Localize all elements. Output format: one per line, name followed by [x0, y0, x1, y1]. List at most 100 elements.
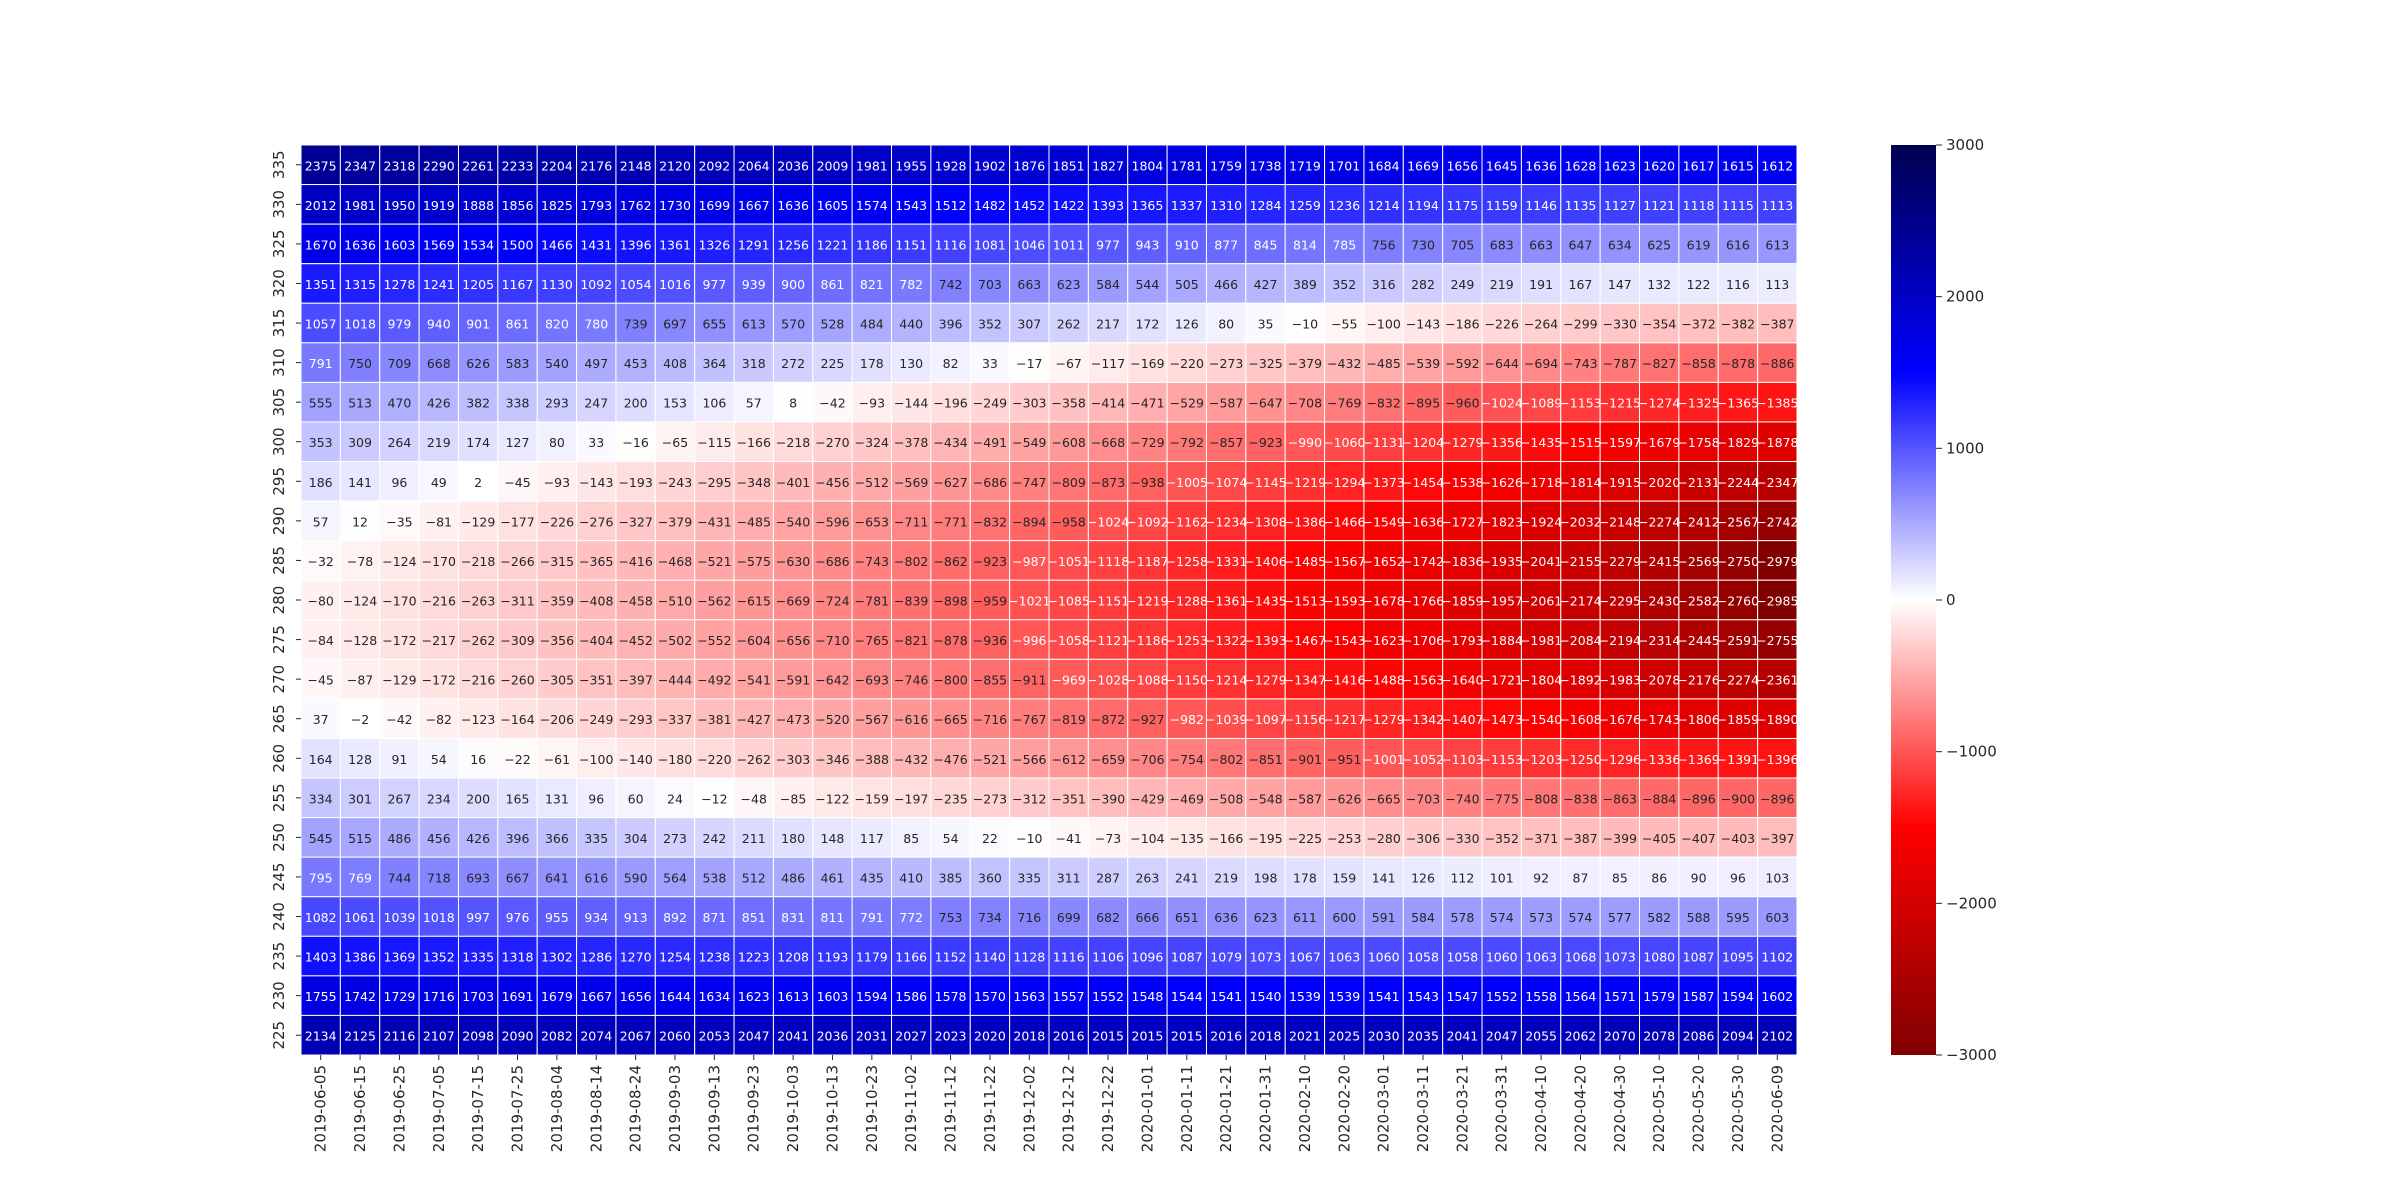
heatmap-cell: [536, 658, 578, 700]
heatmap-cell: [1678, 975, 1719, 1016]
cell-value-label: −1957: [1481, 594, 1523, 609]
cell-value-label: −235: [933, 791, 967, 806]
heatmap-cell: [930, 540, 971, 581]
cell-value-label: 1919: [423, 198, 455, 213]
y-tick-label: 225: [270, 1021, 288, 1050]
cell-value-label: −508: [1209, 791, 1243, 806]
heatmap-cell: [1717, 381, 1759, 423]
heatmap-cell: [1245, 461, 1286, 502]
cell-value-label: 1079: [1210, 950, 1242, 965]
x-tick-label: 2019-12-02: [1020, 1065, 1038, 1152]
heatmap-cell: [969, 500, 1011, 542]
heatmap-cell: [1481, 896, 1522, 937]
cell-value-label: −575: [737, 554, 771, 569]
cell-value-label: −1331: [1205, 554, 1247, 569]
cell-value-label: 1656: [1446, 158, 1478, 173]
cell-value-label: −895: [1406, 396, 1440, 411]
colorbar-tick-label: 2000: [1946, 288, 1984, 306]
cell-value-label: −1215: [1599, 396, 1641, 411]
heatmap-cell: [1520, 184, 1562, 225]
cell-value-label: 1827: [1092, 158, 1124, 173]
heatmap-cell: [615, 975, 656, 1016]
cell-value-label: 1613: [777, 989, 809, 1004]
heatmap-cell: [654, 1014, 696, 1056]
heatmap-cell: [1678, 500, 1719, 542]
heatmap-cell: [654, 302, 696, 344]
cell-value-label: −263: [461, 594, 495, 609]
cell-value-label: −886: [1760, 356, 1794, 371]
heatmap-cell: [1520, 737, 1562, 779]
cell-value-label: 1113: [1761, 198, 1793, 213]
heatmap-cell: [339, 223, 381, 265]
cell-value-label: 1623: [738, 989, 770, 1004]
x-tick-label: 2020-03-21: [1453, 1065, 1471, 1152]
cell-value-label: −273: [973, 791, 1007, 806]
cell-value-label: 49: [431, 475, 447, 490]
heatmap-cell: [300, 817, 341, 858]
cell-value-label: −1924: [1520, 514, 1562, 529]
heatmap-cell: [1678, 698, 1719, 739]
heatmap-cell: [1087, 342, 1129, 383]
cell-value-label: 470: [387, 396, 411, 411]
heatmap-cell: [969, 777, 1011, 819]
cell-value-label: 200: [466, 791, 490, 806]
cell-value-label: −591: [776, 673, 810, 688]
x-tick-label: 2019-10-23: [863, 1065, 881, 1152]
heatmap-cell: [1205, 975, 1247, 1016]
cell-value-label: 1804: [1132, 158, 1164, 173]
heatmap-cell: [891, 777, 932, 819]
cell-value-label: 1539: [1289, 989, 1321, 1004]
cell-value-label: 282: [1411, 277, 1435, 292]
cell-value-label: −1742: [1402, 554, 1444, 569]
heatmap-cell: [1757, 737, 1798, 779]
cell-value-label: −476: [933, 752, 967, 767]
cell-value-label: −1039: [1205, 712, 1247, 727]
cell-value-label: 1060: [1486, 950, 1518, 965]
cell-value-label: 2036: [817, 1029, 849, 1044]
cell-value-label: −485: [1366, 356, 1400, 371]
cell-value-label: 1087: [1683, 950, 1715, 965]
cell-value-label: 750: [348, 356, 372, 371]
heatmap-cell: [1363, 540, 1404, 581]
heatmap-cell: [379, 817, 420, 858]
cell-value-label: 352: [978, 317, 1002, 332]
heatmap-cell: [339, 500, 381, 542]
heatmap-cell: [379, 421, 420, 463]
cell-value-label: 167: [1569, 277, 1593, 292]
heatmap-cell: [851, 935, 893, 977]
heatmap-cell: [1166, 817, 1207, 858]
heatmap-cell: [418, 896, 459, 937]
cell-value-label: 2134: [305, 1029, 337, 1044]
colorbar-tick-label: −3000: [1946, 1046, 1997, 1064]
cell-value-label: −249: [973, 396, 1007, 411]
heatmap-cell: [1560, 263, 1601, 304]
cell-value-label: 1669: [1407, 158, 1439, 173]
cell-value-label: −352: [1485, 831, 1519, 846]
cell-value-label: 1547: [1446, 989, 1478, 1004]
heatmap-cell: [1363, 1014, 1404, 1056]
heatmap-cell: [1560, 1014, 1601, 1056]
x-tick-label: 2020-01-11: [1178, 1065, 1196, 1152]
cell-value-label: 2041: [1446, 1029, 1478, 1044]
heatmap-cell: [339, 144, 381, 186]
heatmap-cell: [379, 223, 420, 265]
cell-value-label: −612: [1052, 752, 1086, 767]
heatmap-cell: [969, 342, 1011, 383]
cell-value-label: 943: [1135, 237, 1159, 252]
cell-value-label: 1703: [462, 989, 494, 1004]
heatmap-cell: [812, 540, 853, 581]
cell-value-label: −397: [618, 673, 652, 688]
heatmap-cell: [851, 698, 893, 739]
cell-value-label: −839: [894, 594, 928, 609]
cell-value-label: −270: [815, 435, 849, 450]
cell-value-label: −262: [461, 633, 495, 648]
heatmap-cell: [1245, 421, 1286, 463]
cell-value-label: 1018: [344, 317, 376, 332]
heatmap-cell: [1363, 777, 1404, 819]
heatmap-cell: [339, 540, 381, 581]
heatmap-cell: [1678, 342, 1719, 383]
heatmap-cell: [1284, 658, 1326, 700]
cell-value-label: 570: [781, 317, 805, 332]
heatmap-cell: [1599, 421, 1641, 463]
cell-value-label: 1146: [1525, 198, 1557, 213]
